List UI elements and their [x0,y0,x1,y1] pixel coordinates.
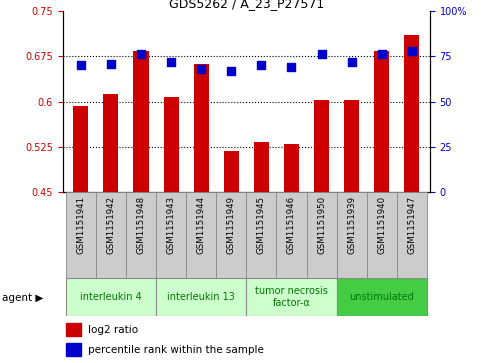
Bar [73,106,88,363]
Bar [194,64,209,363]
Point [107,61,115,66]
Bar [374,52,389,363]
Text: GSM1151942: GSM1151942 [106,196,115,254]
Bar [404,35,419,363]
Text: GSM1151948: GSM1151948 [137,196,145,254]
Bar [186,192,216,278]
Point [77,62,85,68]
Text: interleukin 13: interleukin 13 [167,292,235,302]
Bar [66,278,156,316]
Text: GSM1151946: GSM1151946 [287,196,296,254]
Bar [284,144,299,363]
Point [227,68,235,74]
Bar [67,343,81,356]
Bar [133,52,149,363]
Text: GSM1151940: GSM1151940 [377,196,386,254]
Bar [156,192,186,278]
Bar [67,323,81,336]
Bar [367,192,397,278]
Bar [276,192,307,278]
Bar [246,278,337,316]
Text: GSM1151941: GSM1151941 [76,196,85,254]
Bar [344,100,359,363]
Text: GSM1151950: GSM1151950 [317,196,326,254]
Point [198,66,205,72]
Title: GDS5262 / A_23_P27571: GDS5262 / A_23_P27571 [169,0,324,10]
Bar [96,192,126,278]
Bar [126,192,156,278]
Bar [337,192,367,278]
Text: GSM1151945: GSM1151945 [257,196,266,254]
Text: GSM1151943: GSM1151943 [167,196,176,254]
Bar [246,192,276,278]
Point [287,64,295,70]
Text: GSM1151949: GSM1151949 [227,196,236,254]
Bar [397,192,427,278]
Bar [103,94,118,363]
Bar [254,142,269,363]
Point [167,59,175,65]
Point [137,52,145,57]
Text: GSM1151947: GSM1151947 [407,196,416,254]
Bar [156,278,246,316]
Text: unstimulated: unstimulated [349,292,414,302]
Bar [337,278,427,316]
Bar [307,192,337,278]
Bar [66,192,96,278]
Bar [224,151,239,363]
Point [408,48,416,54]
Bar [216,192,246,278]
Point [257,62,265,68]
Text: log2 ratio: log2 ratio [88,325,139,335]
Text: interleukin 4: interleukin 4 [80,292,142,302]
Text: percentile rank within the sample: percentile rank within the sample [88,345,264,355]
Point [378,52,385,57]
Bar [164,97,179,363]
Point [318,52,326,57]
Bar [314,100,329,363]
Text: GSM1151944: GSM1151944 [197,196,206,254]
Point [348,59,355,65]
Text: GSM1151939: GSM1151939 [347,196,356,254]
Text: tumor necrosis
factor-α: tumor necrosis factor-α [255,286,328,307]
Text: agent ▶: agent ▶ [2,293,44,303]
